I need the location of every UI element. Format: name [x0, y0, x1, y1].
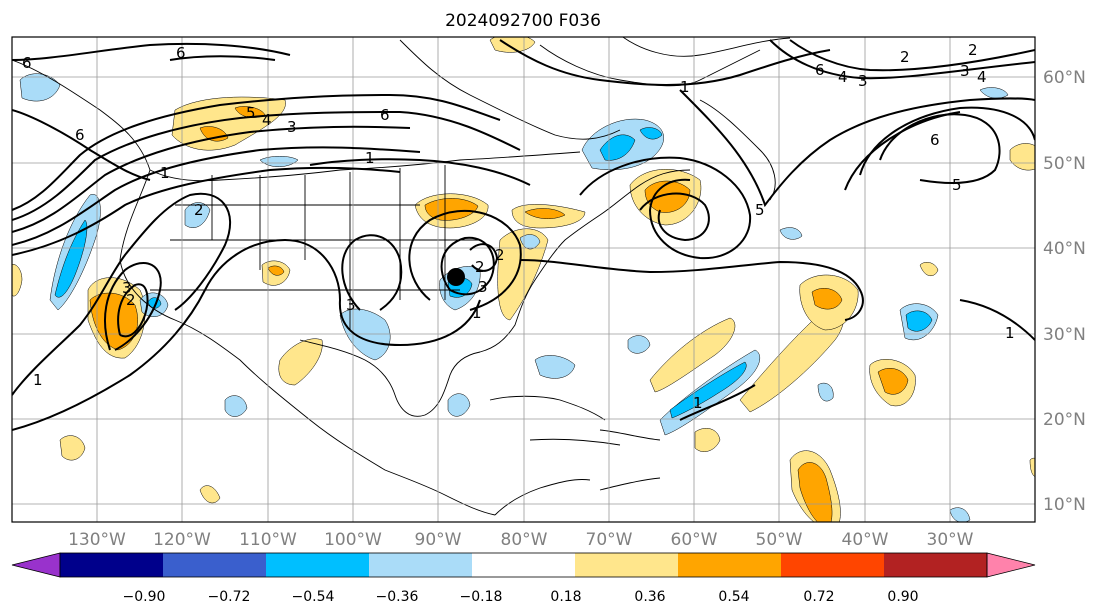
contour-label: 2	[900, 48, 910, 66]
contour-label: 3	[478, 278, 488, 296]
colorbar-swatch	[369, 553, 472, 577]
contour-label: 2	[475, 258, 485, 276]
colorbar-frame	[59, 552, 988, 578]
lon-label: 30°W	[927, 530, 974, 550]
colorbar-swatch	[472, 553, 575, 577]
contour-label: 2	[495, 246, 505, 264]
lon-label: 80°W	[501, 530, 548, 550]
latitude-labels: 60°N 50°N 40°N 30°N 20°N 10°N	[1043, 68, 1086, 515]
contour-label: 4	[977, 68, 987, 86]
colorbar-swatch	[60, 553, 163, 577]
colorbar-extend-high	[986, 552, 1036, 578]
contour-label: 6	[930, 131, 940, 149]
lon-label: 60°W	[671, 530, 718, 550]
colorbar-tick-label: 0.72	[803, 589, 834, 605]
lon-label: 130°W	[68, 530, 126, 550]
map-frame	[11, 36, 1036, 523]
lat-label: 50°N	[1043, 154, 1086, 174]
contour-label: 6	[815, 61, 825, 79]
contour-label: 4	[838, 68, 848, 86]
contour-label: 1	[1005, 324, 1015, 342]
colorbar-tick-label: 0.36	[634, 589, 665, 605]
contour-label: 2	[194, 201, 204, 219]
contour-label: 6	[75, 126, 85, 144]
colorbar-tick-label: −0.90	[123, 589, 166, 605]
contour-label: 6	[176, 44, 186, 62]
contour-label: 5	[755, 201, 765, 219]
lat-label: 30°N	[1043, 325, 1086, 345]
contour-labels: 6 6 6 5 4 3 6 1 1 2 3 2 1 3 2 3 2 1 1 1 …	[22, 41, 1015, 412]
map-title: 2024092700 F036	[445, 11, 601, 31]
contour-label: 3	[858, 72, 868, 90]
colorbar-tick-label: 0.54	[718, 589, 749, 605]
colorbar-tick-label: −0.72	[208, 589, 251, 605]
colorbar	[11, 552, 1036, 578]
contour-label: 1	[365, 149, 375, 167]
colorbar-swatch	[575, 553, 678, 577]
colorbar-tick-label: 0.18	[550, 589, 581, 605]
contour-label: 6	[380, 106, 390, 124]
contour-label: 2	[968, 41, 978, 59]
contour-label: 5	[246, 104, 256, 122]
contour-label: 1	[33, 371, 43, 389]
lon-label: 90°W	[415, 530, 462, 550]
lat-label: 40°N	[1043, 239, 1086, 259]
colorbar-swatch	[678, 553, 781, 577]
lon-label: 120°W	[153, 530, 211, 550]
contour-label: 3	[287, 118, 297, 136]
lon-label: 40°W	[842, 530, 889, 550]
contour-label: 1	[693, 394, 703, 412]
contour-label: 3	[960, 62, 970, 80]
colorbar-swatch	[266, 553, 369, 577]
colorbar-labels: −0.90 −0.72 −0.54 −0.36 −0.18 0.18 0.36 …	[123, 589, 919, 605]
contour-label: 6	[22, 54, 32, 72]
colorbar-extend-low	[11, 552, 61, 578]
colorbar-tick-label: 0.90	[887, 589, 918, 605]
contour-label: 4	[262, 111, 272, 129]
contour-label: 3	[122, 279, 132, 297]
lat-label: 60°N	[1043, 68, 1086, 88]
colorbar-tick-label: −0.36	[376, 589, 419, 605]
lat-label: 10°N	[1043, 495, 1086, 515]
contour-label: 3	[346, 296, 356, 314]
lon-label: 50°W	[756, 530, 803, 550]
colorbar-swatch	[884, 553, 987, 577]
contour-label: 5	[952, 176, 962, 194]
contour-label: 2	[126, 291, 136, 309]
lon-label: 70°W	[586, 530, 633, 550]
lon-label: 100°W	[324, 530, 382, 550]
colorbar-tick-label: −0.54	[292, 589, 335, 605]
storm-center-marker	[447, 268, 465, 286]
shaded-field	[12, 37, 1035, 522]
contour-label: 1	[680, 78, 690, 96]
contour-lines	[12, 39, 1035, 431]
contour-label: 1	[472, 304, 482, 322]
lon-label: 110°W	[239, 530, 297, 550]
lat-label: 20°N	[1043, 410, 1086, 430]
contour-label: 1	[160, 164, 170, 182]
colorbar-swatch	[781, 553, 884, 577]
map-area: 6 6 6 5 4 3 6 1 1 2 3 2 1 3 2 3 2 1 1 1 …	[12, 37, 1035, 522]
longitude-labels: 130°W 120°W 110°W 100°W 90°W 80°W 70°W 6…	[68, 530, 974, 550]
colorbar-tick-label: −0.18	[460, 589, 503, 605]
colorbar-swatch	[163, 553, 266, 577]
